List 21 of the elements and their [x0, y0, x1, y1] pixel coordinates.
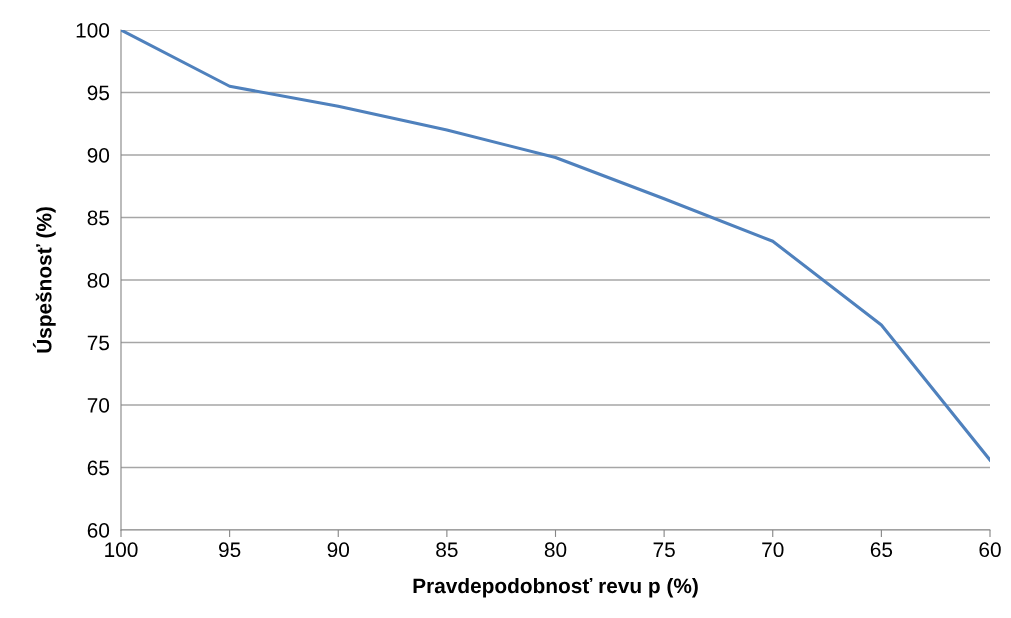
x-tick-label: 80 [544, 542, 567, 558]
y-tick-label: 95 [87, 85, 110, 101]
y-axis-title: Úspešnosť (%) [32, 207, 56, 353]
x-tick-label: 75 [653, 542, 675, 558]
y-tick-label: 70 [87, 398, 110, 413]
line-series [121, 30, 990, 462]
x-tick-label: 85 [436, 542, 458, 558]
x-tick-label: 65 [870, 542, 893, 558]
y-tick-label: 90 [87, 148, 110, 163]
x-tick-label: 90 [327, 542, 350, 558]
y-tick-label: 60 [87, 523, 110, 538]
y-tick-label: 65 [87, 460, 110, 476]
y-tick-label: 100 [76, 23, 110, 38]
x-axis-title: Pravdepodobnosť revu p (%) [413, 577, 698, 598]
x-tick-label: 95 [219, 542, 241, 558]
x-tick-label: 100 [105, 542, 138, 558]
x-tick-label: 70 [762, 542, 784, 558]
y-tick-label: 75 [87, 335, 110, 351]
y-tick-label: 85 [87, 210, 110, 226]
x-tick-label: 60 [979, 542, 1001, 558]
y-tick-label: 80 [87, 273, 110, 288]
